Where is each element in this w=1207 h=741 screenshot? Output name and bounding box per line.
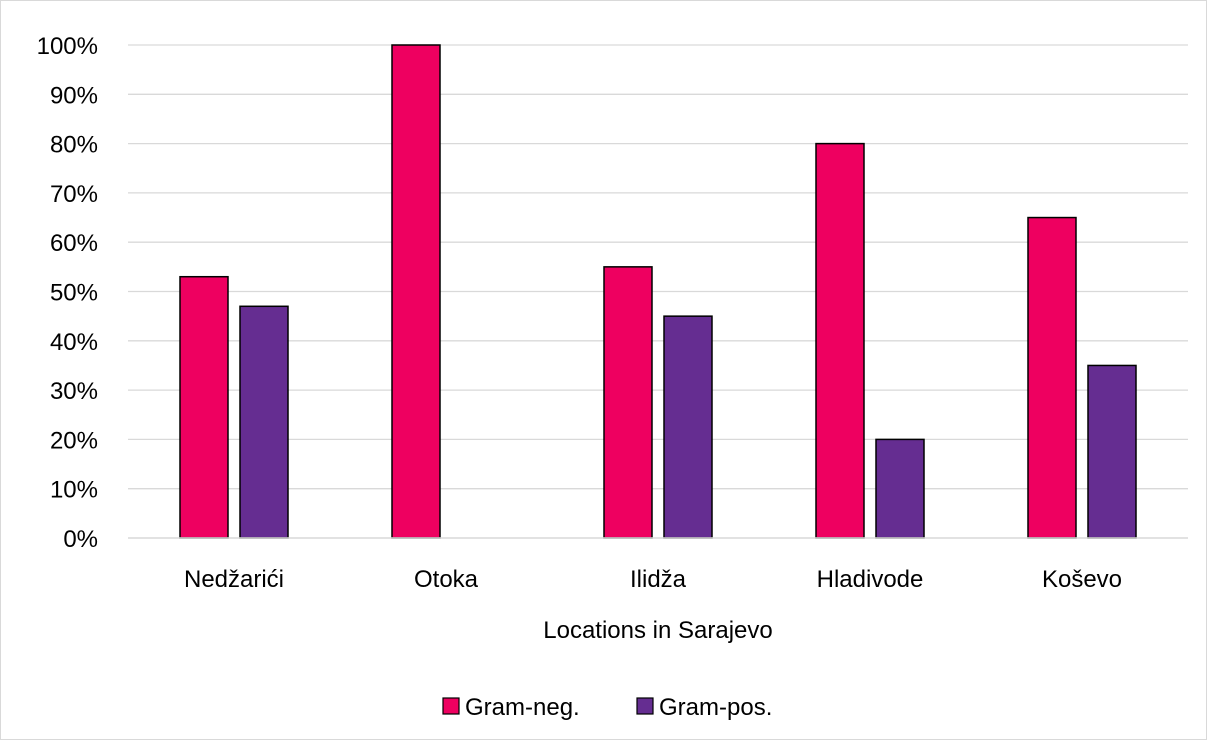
bar-gram-neg bbox=[1027, 216, 1077, 539]
bar-gram-pos bbox=[875, 438, 925, 539]
bar-gram-neg bbox=[603, 266, 653, 539]
x-tick-label: Ilidža bbox=[630, 566, 687, 593]
y-tick-label: 0% bbox=[63, 526, 98, 553]
gridlines bbox=[128, 44, 1188, 490]
x-tick-label: Nedžarići bbox=[184, 566, 284, 593]
x-axis-tick-labels: Nedžarići Otoka Ilidža Hladivode Koševo bbox=[184, 566, 1122, 593]
legend: Gram-neg. Gram-pos. bbox=[442, 694, 772, 721]
x-axis-title: Locations in Sarajevo bbox=[543, 617, 772, 644]
bar-gram-pos bbox=[663, 315, 713, 539]
bar-gram-pos bbox=[1087, 364, 1137, 539]
legend-swatch bbox=[442, 697, 460, 715]
y-tick-label: 70% bbox=[50, 181, 98, 208]
y-axis-tick-labels: 0% 10% 20% 30% 40% 50% 60% 70% 80% 90% 100% bbox=[37, 33, 98, 553]
legend-label: Gram-neg. bbox=[465, 694, 580, 721]
legend-label: Gram-pos. bbox=[659, 694, 772, 721]
legend-swatch bbox=[636, 697, 654, 715]
bar-gram-neg bbox=[815, 142, 865, 539]
y-tick-label: 40% bbox=[50, 329, 98, 356]
bar-gram-neg bbox=[391, 44, 441, 539]
x-tick-label: Otoka bbox=[414, 566, 479, 593]
y-tick-label: 30% bbox=[50, 378, 98, 405]
y-tick-label: 50% bbox=[50, 280, 98, 307]
y-tick-label: 80% bbox=[50, 132, 98, 159]
bar-gram-pos bbox=[239, 305, 289, 539]
y-tick-label: 90% bbox=[50, 82, 98, 109]
y-tick-label: 20% bbox=[50, 427, 98, 454]
x-tick-label: Hladivode bbox=[817, 566, 924, 593]
bar-gram-neg bbox=[179, 275, 229, 539]
y-tick-label: 60% bbox=[50, 230, 98, 257]
y-tick-label: 100% bbox=[37, 33, 98, 60]
y-tick-label: 10% bbox=[50, 477, 98, 504]
x-tick-label: Koševo bbox=[1042, 566, 1122, 593]
